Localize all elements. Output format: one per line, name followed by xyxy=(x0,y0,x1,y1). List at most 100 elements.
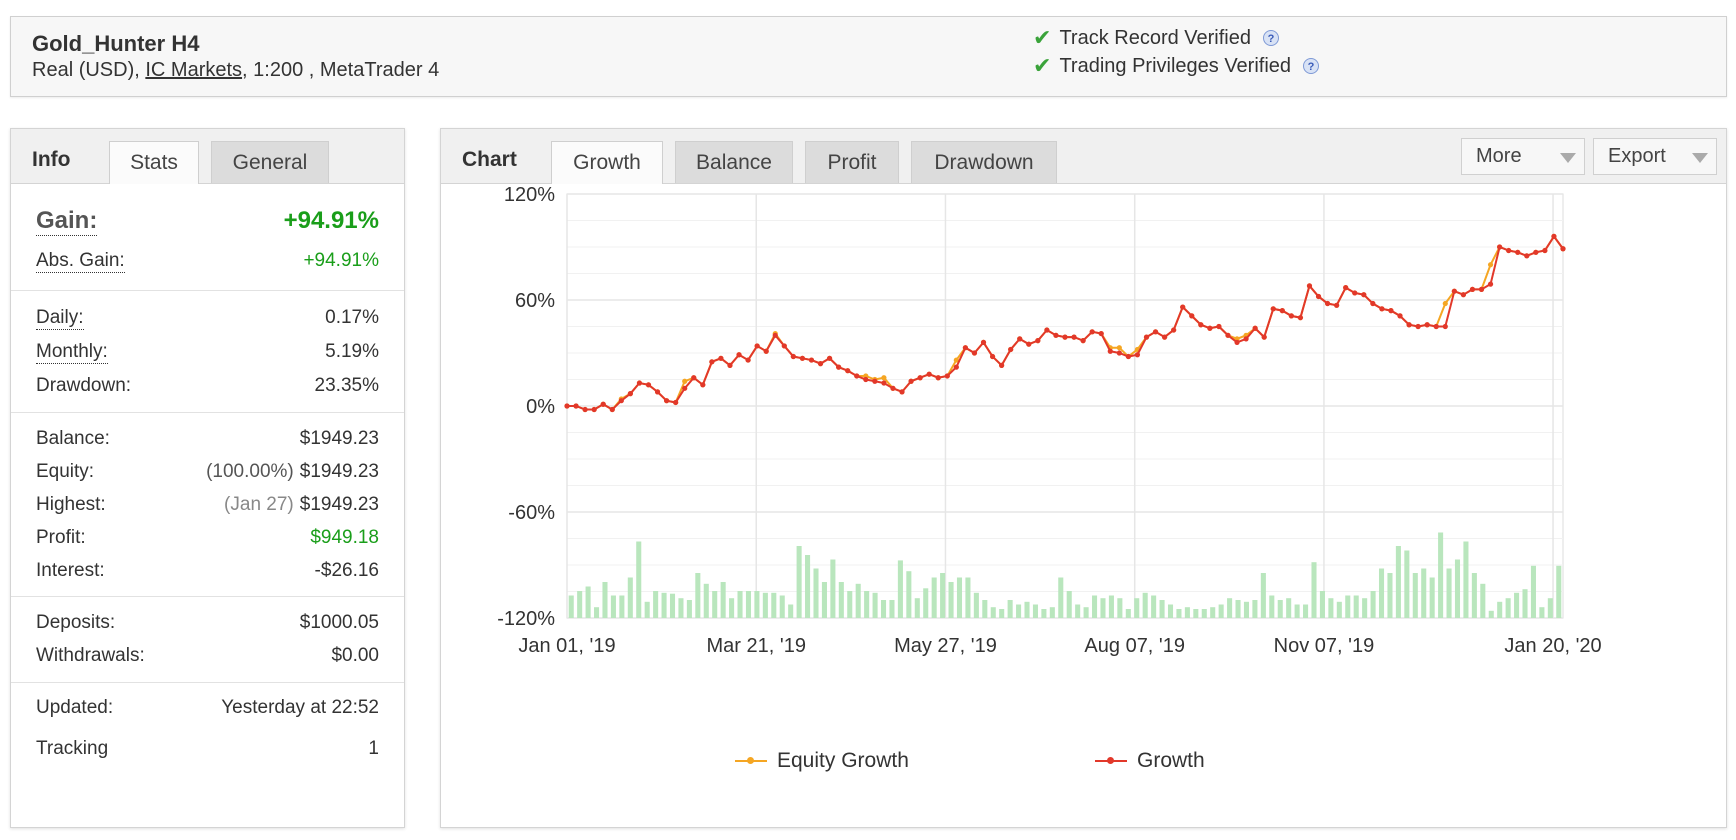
volume-bar xyxy=(779,595,785,618)
volume-bar xyxy=(1395,546,1401,618)
volume-bar xyxy=(906,571,912,618)
growth-point xyxy=(1406,322,1412,328)
volume-bar xyxy=(1167,604,1174,618)
tab-drawdown[interactable]: Drawdown xyxy=(911,141,1057,183)
growth-point xyxy=(1451,288,1457,294)
equity-row: Equity: (100.00%) $1949.23 xyxy=(36,461,379,483)
volume-bar xyxy=(1218,604,1224,618)
tracking-value[interactable]: 1 xyxy=(368,738,379,759)
growth-point xyxy=(691,375,697,381)
growth-point xyxy=(1071,334,1077,340)
volume-bar xyxy=(1378,568,1385,618)
help-icon[interactable]: ? xyxy=(1303,58,1320,74)
profit-value: $949.18 xyxy=(310,527,379,548)
volume-bar xyxy=(1336,601,1342,618)
broker-link[interactable]: IC Markets xyxy=(145,59,243,81)
abs-gain-row: Abs. Gain: +94.91% xyxy=(36,250,379,273)
gain-label[interactable]: Gain: xyxy=(36,207,98,236)
more-dropdown[interactable]: More xyxy=(1461,138,1585,175)
monthly-label[interactable]: Monthly: xyxy=(36,341,108,364)
trading-privileges-label: Trading Privileges Verified xyxy=(1059,54,1292,77)
equity-growth-point xyxy=(1116,345,1122,351)
volume-bar xyxy=(1530,565,1536,618)
volume-bar xyxy=(880,600,887,618)
updated-row: Updated: Yesterday at 22:52 xyxy=(36,697,379,719)
drawdown-value: 23.35% xyxy=(314,375,379,396)
volume-bar xyxy=(1412,573,1418,618)
volume-bar xyxy=(1227,598,1233,618)
help-icon[interactable]: ? xyxy=(1263,30,1279,46)
volume-bar xyxy=(1066,591,1072,618)
volume-bar xyxy=(1092,595,1098,618)
volume-bar xyxy=(965,577,971,618)
volume-bar xyxy=(1260,573,1266,618)
legend-growth[interactable]: Growth xyxy=(1095,749,1205,773)
growth-point xyxy=(926,371,932,377)
growth-point xyxy=(845,368,851,374)
interest-value: -$26.16 xyxy=(314,560,379,581)
growth-point xyxy=(1225,332,1231,338)
profit-row: Profit: $949.18 xyxy=(36,527,379,549)
tab-profit[interactable]: Profit xyxy=(805,141,899,183)
volume-bar xyxy=(1497,601,1503,618)
volume-bar xyxy=(1235,600,1241,618)
abs-gain-label[interactable]: Abs. Gain: xyxy=(36,250,125,273)
volume-bar xyxy=(1319,591,1325,618)
divider xyxy=(11,290,404,291)
volume-bar xyxy=(1429,577,1435,618)
growth-swatch-icon xyxy=(1095,757,1127,764)
tab-growth[interactable]: Growth xyxy=(551,141,663,184)
volume-bar xyxy=(1075,604,1081,618)
profit-label: Profit: xyxy=(36,527,86,548)
export-dropdown[interactable]: Export xyxy=(1593,138,1717,175)
volume-bar xyxy=(914,598,920,618)
growth-point xyxy=(609,406,615,413)
deposits-value: $1000.05 xyxy=(299,612,379,633)
tab-balance[interactable]: Balance xyxy=(675,141,793,183)
account-type: Real (USD), xyxy=(32,59,146,81)
volume-bar xyxy=(669,593,676,618)
highest-label: Highest: xyxy=(36,494,106,515)
volume-bar xyxy=(568,595,574,618)
growth-point xyxy=(636,380,643,386)
account-details: Real (USD), IC Markets, 1:200 , MetaTrad… xyxy=(32,59,439,82)
volume-bar xyxy=(1345,595,1351,618)
info-panel: Info Stats General Gain: +94.91% Abs. Ga… xyxy=(10,128,405,828)
tab-stats[interactable]: Stats xyxy=(109,141,199,184)
growth-point xyxy=(718,355,724,361)
volume-bar xyxy=(1058,577,1064,618)
equity-percent: (100.00%) xyxy=(206,461,294,482)
volume-bar xyxy=(889,600,895,618)
growth-point xyxy=(763,348,769,354)
tab-general[interactable]: General xyxy=(211,141,329,183)
growth-point xyxy=(908,378,914,384)
growth-point xyxy=(1487,281,1494,287)
legend-equity-growth[interactable]: Equity Growth xyxy=(735,749,909,773)
growth-point xyxy=(1542,247,1548,254)
check-icon: ✔ xyxy=(1033,25,1052,50)
check-icon: ✔ xyxy=(1033,53,1052,78)
balance-value: $1949.23 xyxy=(299,428,379,449)
volume-bar xyxy=(1303,604,1309,618)
x-tick-label: Jan 20, '20 xyxy=(1504,635,1601,657)
daily-label[interactable]: Daily: xyxy=(36,307,84,330)
growth-point xyxy=(826,355,833,361)
volume-bar xyxy=(990,607,996,618)
volume-bar xyxy=(1505,598,1511,618)
growth-point xyxy=(1098,330,1104,337)
updated-label: Updated: xyxy=(36,697,114,718)
volume-bar xyxy=(838,582,844,618)
equity-swatch-icon xyxy=(735,757,767,764)
volume-bar xyxy=(703,583,709,618)
growth-point xyxy=(1026,341,1032,347)
deposits-row: Deposits: $1000.05 xyxy=(36,612,379,634)
volume-bar xyxy=(956,577,963,618)
volume-bar xyxy=(1100,598,1106,618)
growth-point xyxy=(1388,308,1394,314)
growth-point xyxy=(1497,244,1503,250)
drawdown-label: Drawdown: xyxy=(36,375,132,396)
growth-point xyxy=(953,364,959,370)
volume-bar xyxy=(796,546,802,618)
equity-value: $1949.23 xyxy=(299,461,379,482)
growth-point xyxy=(1506,247,1512,254)
